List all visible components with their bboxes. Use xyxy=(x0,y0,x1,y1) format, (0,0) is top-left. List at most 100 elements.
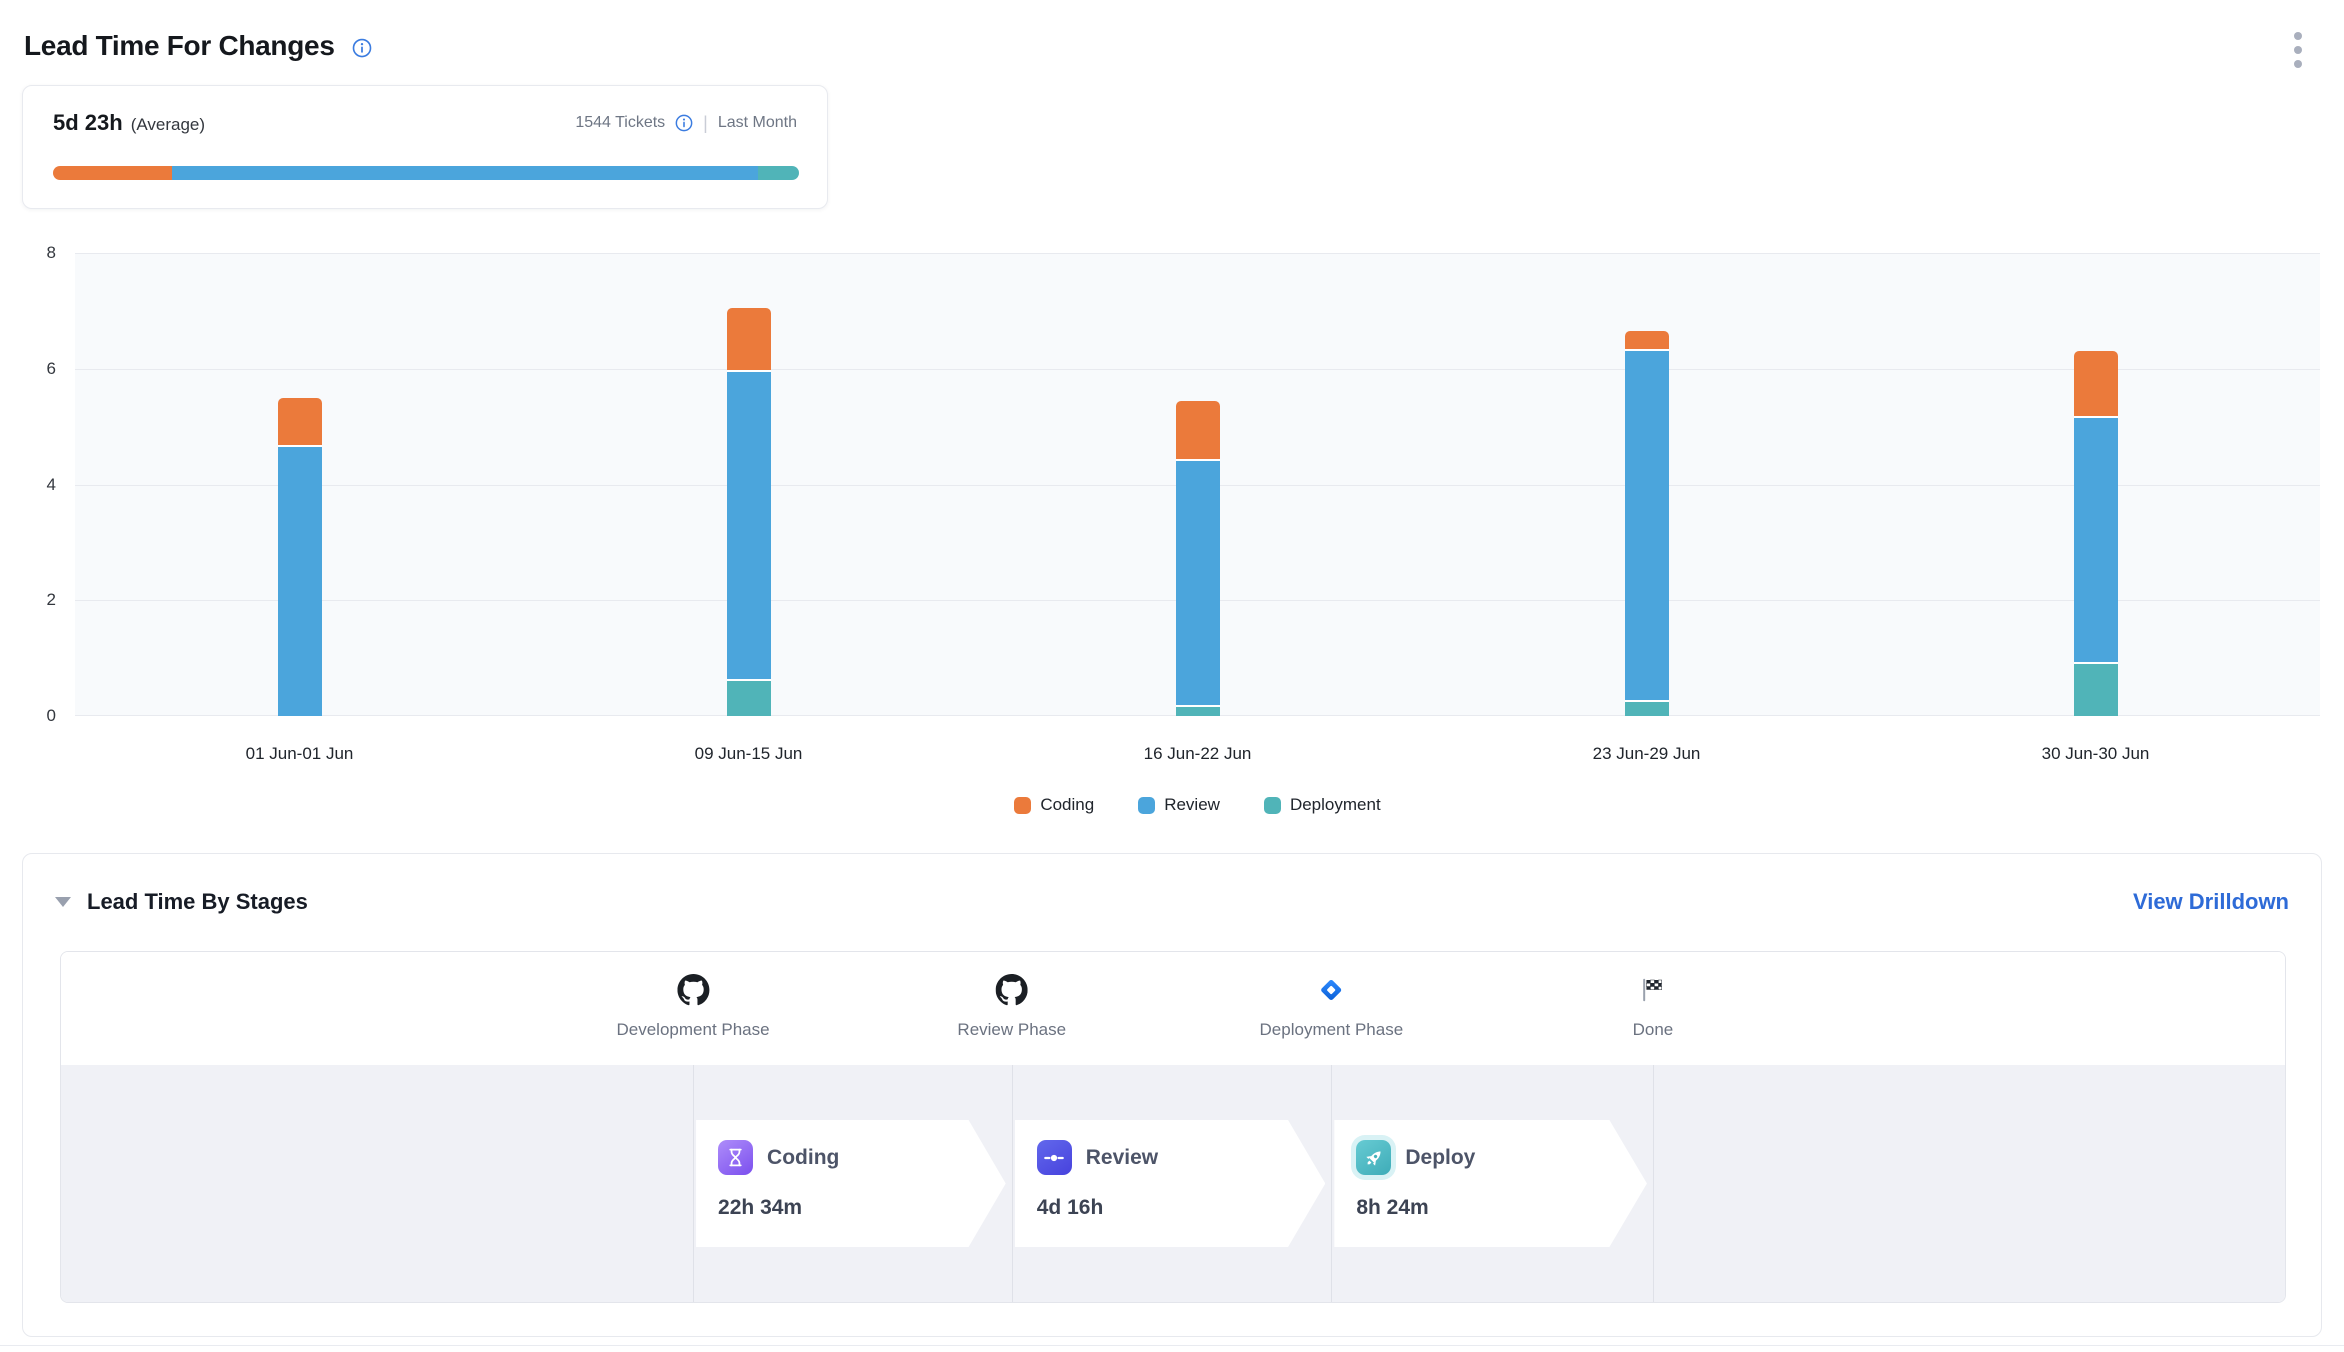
bar-segment-deployment[interactable] xyxy=(1624,701,1669,716)
bar-segment-coding[interactable] xyxy=(1175,400,1220,462)
x-axis-label: 30 Jun-30 Jun xyxy=(2041,744,2150,763)
distribution-segment-review xyxy=(172,166,758,180)
hourglass-icon xyxy=(718,1140,754,1175)
y-tick-label: 0 xyxy=(46,706,56,725)
info-icon[interactable] xyxy=(352,38,372,58)
stage-card-title: Coding xyxy=(767,1145,840,1169)
lead-time-by-stages-card: Lead Time By Stages View Drilldown Devel… xyxy=(22,853,2322,1337)
bar-column xyxy=(1871,253,2320,716)
phase-milestone: Development Phase xyxy=(617,972,770,1040)
stage-card-head: Review xyxy=(1036,1140,1326,1175)
bar-segment-review[interactable] xyxy=(1624,351,1669,702)
phase-milestone: Done xyxy=(1632,972,1674,1040)
phase-header-row: Development Phase Review Phase Deployment … xyxy=(61,952,2285,1065)
bar-segment-review[interactable] xyxy=(2073,417,2118,664)
bar-stack[interactable] xyxy=(726,253,771,716)
phase-divider xyxy=(1331,1065,1333,1302)
bar-stack[interactable] xyxy=(2073,253,2118,716)
legend-swatch-icon xyxy=(1138,796,1156,814)
stage-card-head: Deploy xyxy=(1356,1140,1647,1175)
phase-divider xyxy=(1011,1065,1013,1302)
lead-time-distribution-bar xyxy=(53,166,799,180)
bar-segment-review[interactable] xyxy=(726,371,771,682)
github-icon xyxy=(617,972,770,1008)
phase-label: Done xyxy=(1632,1020,1674,1039)
legend-item-review[interactable]: Review xyxy=(1138,795,1220,815)
stage-card-coding[interactable]: Coding 22h 34m xyxy=(696,1120,1006,1247)
phase-divider xyxy=(1652,1065,1654,1302)
stage-card-title: Review xyxy=(1085,1145,1159,1169)
page-title: Lead Time For Changes xyxy=(24,30,335,61)
legend-label: Coding xyxy=(1040,795,1095,814)
stage-card-head: Coding xyxy=(718,1140,1006,1175)
average-lead-time-value: 5d 23h xyxy=(53,110,123,135)
phase-label: Review Phase xyxy=(957,1020,1067,1039)
legend-item-deployment[interactable]: Deployment xyxy=(1263,795,1381,815)
y-tick-label: 8 xyxy=(46,243,56,262)
kebab-menu-icon[interactable] xyxy=(2292,32,2304,68)
distribution-segment-deployment xyxy=(757,166,799,180)
y-tick-label: 6 xyxy=(46,358,56,378)
bar-column xyxy=(75,253,524,716)
legend-swatch-icon xyxy=(1014,796,1032,814)
phase-milestone: Deployment Phase xyxy=(1259,972,1404,1040)
tickets-count: 1544 Tickets xyxy=(575,114,666,131)
bar-segment-review[interactable] xyxy=(277,446,322,716)
stages-body: Coding 22h 34m Review 4d 16h Deploy 8h 24m xyxy=(61,1065,2285,1302)
stage-card-title: Deploy xyxy=(1405,1145,1476,1169)
bar-stack[interactable] xyxy=(1624,253,1669,716)
plot-bars xyxy=(75,253,2320,716)
rocket-icon xyxy=(1356,1140,1392,1175)
distribution-segment-coding xyxy=(53,166,173,180)
period-label: Last Month xyxy=(717,114,797,131)
bar-column xyxy=(1422,253,1871,716)
legend-item-coding[interactable]: Coding xyxy=(1014,795,1094,815)
x-axis-label: 09 Jun-15 Jun xyxy=(694,744,803,763)
summary-card: 5d 23h (Average) 1544 Tickets | Last Mon… xyxy=(22,85,828,209)
phase-divider xyxy=(693,1065,695,1302)
jira-icon xyxy=(1260,972,1404,1008)
bar-stack[interactable] xyxy=(277,253,322,716)
bottom-divider xyxy=(0,1345,2344,1346)
bar-column xyxy=(524,253,973,716)
x-axis-label: 01 Jun-01 Jun xyxy=(245,744,354,763)
commit-icon xyxy=(1036,1140,1072,1175)
y-tick-label: 4 xyxy=(46,474,56,494)
bar-segment-review[interactable] xyxy=(1175,461,1220,708)
bar-segment-coding[interactable] xyxy=(726,308,771,372)
stage-card-deploy[interactable]: Deploy 8h 24m xyxy=(1334,1120,1647,1247)
average-label: (Average) xyxy=(130,115,206,134)
separator: | xyxy=(703,112,708,133)
bar-segment-deployment[interactable] xyxy=(2073,663,2118,716)
stage-card-duration: 22h 34m xyxy=(718,1196,803,1219)
stage-card-review[interactable]: Review 4d 16h xyxy=(1014,1120,1326,1247)
view-drilldown-link[interactable]: View Drilldown xyxy=(2132,889,2289,914)
gridline-8 xyxy=(75,253,2320,254)
bar-segment-coding[interactable] xyxy=(2073,351,2118,418)
bar-segment-deployment[interactable] xyxy=(726,681,771,716)
x-axis-labels: 01 Jun-01 Jun 09 Jun-15 Jun 16 Jun-22 Jun 2… xyxy=(75,744,2320,764)
bar-segment-coding[interactable] xyxy=(277,397,322,447)
checkered-flag-icon xyxy=(1633,972,1674,1008)
y-tick-label: 2 xyxy=(46,590,56,610)
bar-column xyxy=(973,253,1422,716)
stages-table: Development Phase Review Phase Deployment … xyxy=(60,951,2286,1303)
bar-stack[interactable] xyxy=(1175,253,1220,716)
stage-card-duration: 4d 16h xyxy=(1036,1196,1104,1219)
phase-milestone: Review Phase xyxy=(957,972,1066,1040)
legend-swatch-icon xyxy=(1263,796,1281,814)
y-axis-labels: 0 2 4 6 8 xyxy=(18,243,64,725)
x-axis-label: 16 Jun-22 Jun xyxy=(1143,744,1252,763)
gridline-6 xyxy=(75,368,2320,370)
github-icon xyxy=(957,972,1066,1008)
chart-legend: Coding Review Deployment xyxy=(75,795,2320,815)
bar-segment-deployment[interactable] xyxy=(1175,707,1220,716)
stages-section-title: Lead Time By Stages xyxy=(87,889,308,914)
phase-label: Development Phase xyxy=(616,1020,770,1039)
legend-label: Review xyxy=(1164,795,1220,814)
collapse-caret-icon[interactable] xyxy=(55,897,71,907)
phase-label: Deployment Phase xyxy=(1259,1020,1404,1039)
bar-segment-coding[interactable] xyxy=(1624,331,1669,352)
tickets-info-icon[interactable] xyxy=(675,114,693,132)
